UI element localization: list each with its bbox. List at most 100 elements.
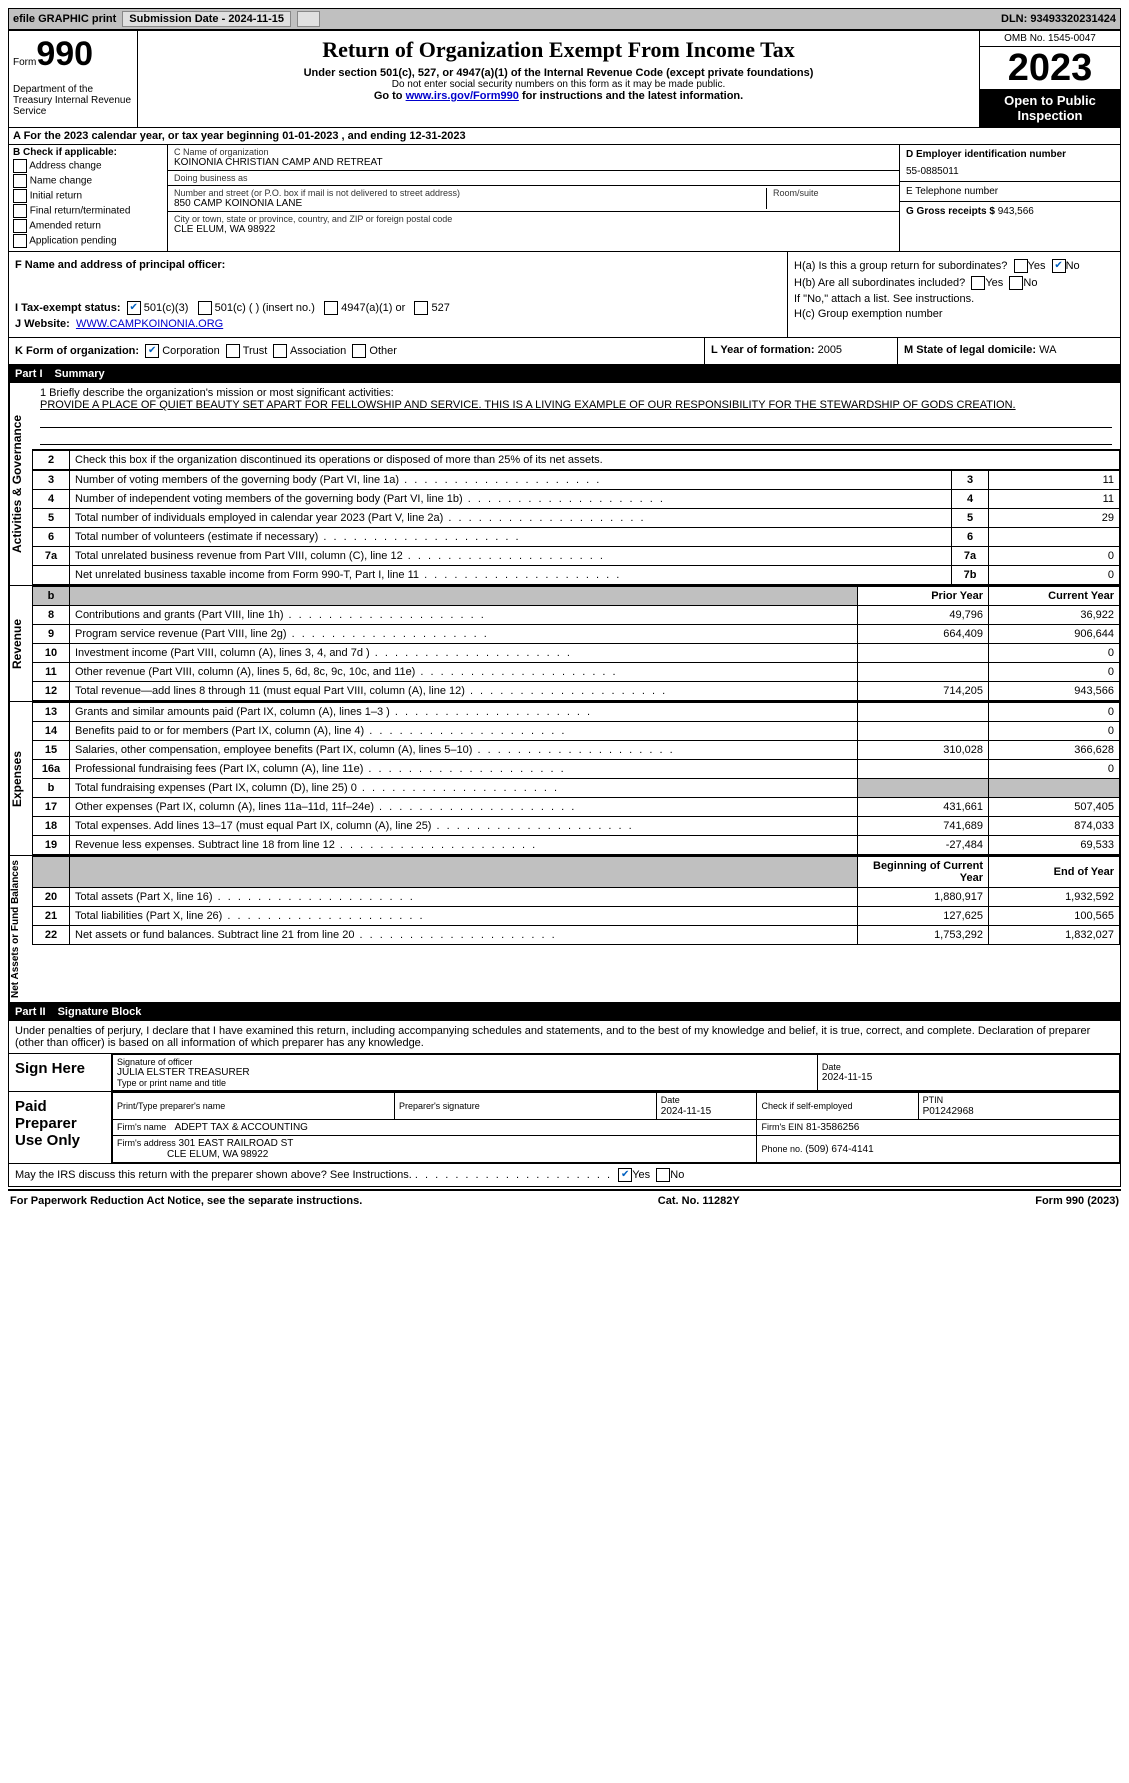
lbl-no3: No [670, 1169, 684, 1181]
mission-text: PROVIDE A PLACE OF QUIET BEAUTY SET APAR… [40, 399, 1112, 411]
netassets-section: Net Assets or Fund Balances Beginning of… [8, 856, 1121, 1003]
officer-name: JULIA ELSTER TREASURER [117, 1067, 813, 1078]
room-label: Room/suite [773, 188, 893, 198]
lbl-application-pending: Application pending [29, 236, 116, 247]
firm-addr-label: Firm's address [117, 1138, 176, 1148]
ha-no[interactable] [1052, 259, 1066, 273]
line-a: A For the 2023 calendar year, or tax yea… [8, 128, 1121, 145]
pdate-label: Date [661, 1095, 680, 1105]
org-name-label: C Name of organization [174, 147, 893, 157]
form-title: Return of Organization Exempt From Incom… [146, 37, 971, 63]
street-value: 850 CAMP KOINONIA LANE [174, 198, 766, 209]
line2-desc: Check this box if the organization disco… [70, 451, 1120, 470]
checkbox-address-change[interactable] [13, 159, 27, 173]
org-name: KOINONIA CHRISTIAN CAMP AND RETREAT [174, 157, 893, 168]
part2-title: Signature Block [58, 1006, 142, 1018]
checkbox-other[interactable] [352, 344, 366, 358]
submission-date-button[interactable]: Submission Date - 2024-11-15 [122, 11, 291, 27]
hb-yes[interactable] [971, 276, 985, 290]
city-label: City or town, state or province, country… [174, 214, 893, 224]
city-value: CLE ELUM, WA 98922 [174, 224, 893, 235]
hdr-end-year: End of Year [989, 857, 1120, 888]
checkbox-501c3[interactable] [127, 301, 141, 315]
preparer-sig-label: Preparer's signature [399, 1101, 480, 1111]
lbl-no: No [1066, 260, 1080, 272]
checkbox-527[interactable] [414, 301, 428, 315]
part2-num: Part II [15, 1006, 46, 1018]
checkbox-application-pending[interactable] [13, 234, 27, 248]
netassets-table: Beginning of Current Year End of Year 20… [32, 856, 1120, 945]
lbl-4947: 4947(a)(1) or [341, 302, 405, 314]
sign-here-label: Sign Here [9, 1054, 112, 1091]
ein-value: 55-0885011 [906, 166, 1114, 177]
checkbox-501c[interactable] [198, 301, 212, 315]
goto-post: for instructions and the latest informat… [519, 90, 743, 102]
lbl-yes3: Yes [632, 1169, 650, 1181]
hc-label: H(c) Group exemption number [794, 308, 1114, 320]
checkbox-name-change[interactable] [13, 174, 27, 188]
gross-value: 943,566 [998, 206, 1034, 217]
firm-name: ADEPT TAX & ACCOUNTING [175, 1122, 308, 1133]
expenses-table: 13Grants and similar amounts paid (Part … [32, 702, 1120, 855]
lbl-yes2: Yes [985, 277, 1003, 289]
lbl-501c3: 501(c)(3) [144, 302, 189, 314]
website-link[interactable]: WWW.CAMPKOINONIA.ORG [76, 318, 223, 330]
revenue-section: Revenue b Prior Year Current Year 8Contr… [8, 586, 1121, 702]
block-bcd: B Check if applicable: Address change Na… [8, 145, 1121, 252]
column-b: B Check if applicable: Address change Na… [9, 145, 168, 251]
footer-mid: Cat. No. 11282Y [658, 1195, 740, 1207]
firm-phone: (509) 674-4141 [805, 1144, 873, 1155]
discuss-no[interactable] [656, 1168, 670, 1182]
pdate-value: 2024-11-15 [661, 1106, 711, 1117]
lbl-corporation: Corporation [162, 345, 219, 357]
top-bar: efile GRAPHIC print Submission Date - 20… [8, 8, 1121, 30]
checkbox-final-return[interactable] [13, 204, 27, 218]
netassets-sidelabel: Net Assets or Fund Balances [9, 856, 32, 1002]
hb-label: H(b) Are all subordinates included? [794, 277, 965, 289]
governance-section: Activities & Governance 1 Briefly descri… [8, 383, 1121, 586]
firm-name-label: Firm's name [117, 1122, 166, 1132]
street-label: Number and street (or P.O. box if mail i… [174, 188, 766, 198]
governance-sidelabel: Activities & Governance [9, 383, 32, 585]
part1-num: Part I [15, 368, 43, 380]
header-middle: Return of Organization Exempt From Incom… [138, 31, 979, 127]
print-name-label: Print/Type preparer's name [117, 1101, 225, 1111]
ptin-value: P01242968 [923, 1106, 974, 1117]
sig-date-label: Date [822, 1062, 1115, 1072]
goto-link[interactable]: www.irs.gov/Form990 [406, 90, 519, 102]
signature-block: Under penalties of perjury, I declare th… [8, 1021, 1121, 1187]
col-b-label: B Check if applicable: [13, 147, 163, 158]
form-word: Form [13, 57, 36, 68]
checkbox-trust[interactable] [226, 344, 240, 358]
ssn-note: Do not enter social security numbers on … [146, 79, 971, 90]
checkbox-corporation[interactable] [145, 344, 159, 358]
blank-button[interactable] [297, 11, 320, 27]
sig-officer-label: Signature of officer [117, 1057, 813, 1067]
checkbox-association[interactable] [273, 344, 287, 358]
hb-no[interactable] [1009, 276, 1023, 290]
ha-yes[interactable] [1014, 259, 1028, 273]
column-d: D Employer identification number 55-0885… [899, 145, 1120, 251]
lbl-association: Association [290, 345, 346, 357]
dln-label: DLN: 93493320231424 [1001, 13, 1116, 25]
discuss-yes[interactable] [618, 1168, 632, 1182]
header-left: Form 990 Department of the Treasury Inte… [9, 31, 138, 127]
checkbox-initial-return[interactable] [13, 189, 27, 203]
hb-note: If "No," attach a list. See instructions… [794, 293, 1114, 305]
hdr-prior-year: Prior Year [858, 587, 989, 606]
checkbox-amended-return[interactable] [13, 219, 27, 233]
checkbox-4947[interactable] [324, 301, 338, 315]
column-c: C Name of organization KOINONIA CHRISTIA… [168, 145, 899, 251]
lbl-527: 527 [432, 302, 450, 314]
hdr-current-year: Current Year [989, 587, 1120, 606]
governance-rows: 3Number of voting members of the governi… [32, 470, 1120, 585]
department-label: Department of the Treasury Internal Reve… [13, 84, 133, 117]
page-footer: For Paperwork Reduction Act Notice, see … [8, 1189, 1121, 1211]
j-label: J Website: [15, 318, 70, 330]
form-subtitle: Under section 501(c), 527, or 4947(a)(1)… [146, 67, 971, 79]
revenue-table: b Prior Year Current Year 8Contributions… [32, 586, 1120, 701]
lbl-initial-return: Initial return [30, 191, 82, 202]
lbl-501c: 501(c) ( ) (insert no.) [215, 302, 315, 314]
firm-addr1: 301 EAST RAILROAD ST [179, 1138, 294, 1149]
firm-ein-label: Firm's EIN [761, 1122, 803, 1132]
